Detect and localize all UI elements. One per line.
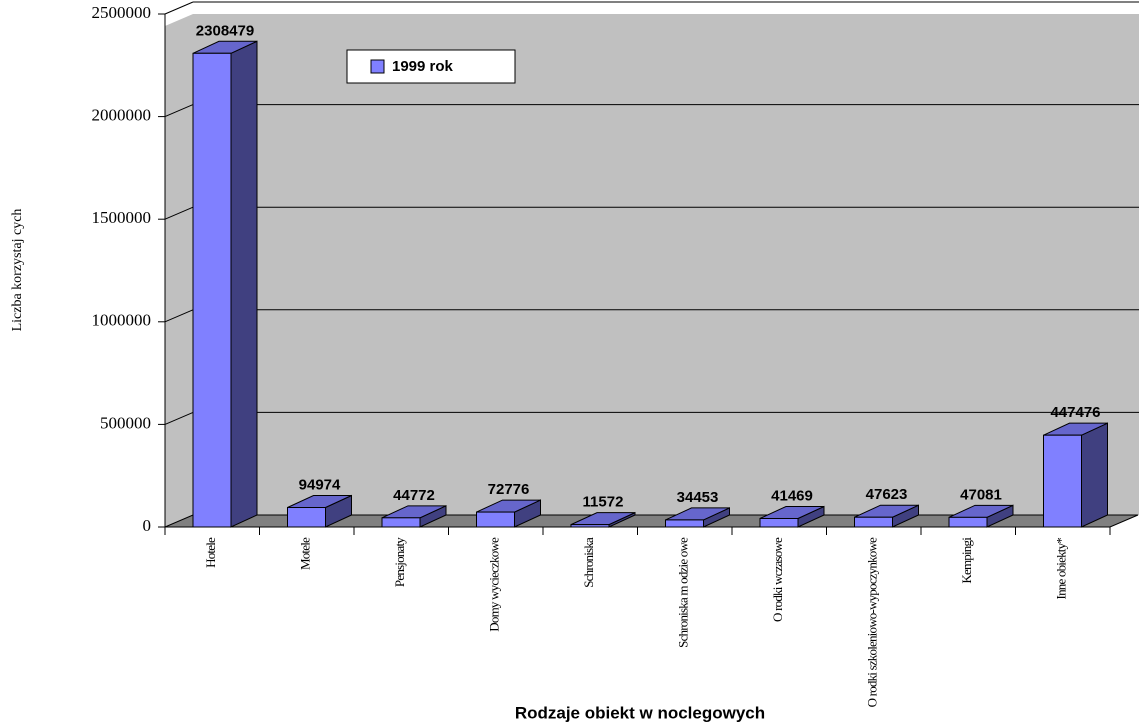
x-tick-label: O rodki szkoleniowo-wypoczynkowe	[865, 537, 880, 707]
legend-swatch	[370, 59, 385, 74]
bar-front	[854, 516, 893, 528]
value-label: 11572	[583, 494, 624, 511]
x-tick-label: Kempingi	[959, 537, 974, 584]
y-tick-label: 1000000	[92, 311, 152, 330]
y-tick-label: 0	[143, 516, 152, 535]
bar-front	[476, 511, 515, 528]
x-axis-label: Rodzaje obiekt w noclegowych	[515, 703, 765, 722]
bar	[476, 499, 541, 528]
x-tick-label: Inne obiekty*	[1054, 538, 1069, 600]
bar-side	[230, 40, 258, 528]
bar	[192, 40, 258, 528]
x-tick-label: Schroniska m odzie owe	[676, 537, 691, 648]
bar	[287, 494, 352, 528]
y-tick-label: 2500000	[92, 3, 152, 22]
grid-line	[164, 104, 194, 118]
x-tick-label: Pensjonaty	[392, 537, 407, 587]
grid-line	[164, 206, 194, 220]
x-tick-label: Hotele	[203, 537, 218, 568]
grid-line	[164, 309, 194, 323]
bar	[570, 511, 636, 528]
x-tick-label: Motele	[298, 537, 313, 570]
value-label: 47081	[960, 486, 1002, 503]
back-wall	[193, 14, 1139, 515]
bar-front	[381, 517, 421, 528]
bar-front	[948, 516, 988, 528]
bar-front	[665, 519, 704, 528]
bar	[948, 504, 1014, 528]
value-label: 47623	[866, 486, 908, 503]
y-tick-label: 2000000	[92, 106, 152, 125]
x-tick-label: O rodki wczasowe	[770, 537, 785, 622]
x-tick-label: Schroniska	[581, 537, 596, 588]
grid-line	[164, 1, 194, 15]
bar-front	[287, 507, 326, 528]
value-label: 2308479	[196, 22, 254, 39]
value-label: 94974	[299, 476, 341, 493]
bar	[1043, 422, 1108, 528]
side-wall	[165, 14, 193, 527]
legend-label: 1999 rok	[392, 58, 454, 75]
bar-front	[1043, 434, 1082, 528]
bar-side	[1081, 422, 1108, 528]
value-label: 34453	[677, 489, 719, 506]
bar	[381, 505, 447, 528]
y-axis-label: Liczba korzystaj cych	[10, 209, 25, 332]
bar-front	[759, 517, 799, 528]
y-tick-label: 1500000	[92, 208, 152, 227]
bar-front	[570, 524, 610, 528]
value-label: 41469	[771, 487, 813, 504]
value-label: 44772	[393, 487, 435, 504]
y-tick-label: 500000	[100, 413, 151, 432]
bar	[854, 504, 919, 528]
value-label: 72776	[488, 481, 530, 498]
grid-line	[164, 411, 194, 425]
x-tick-label: Domy wycieczkowe	[487, 537, 502, 632]
bar	[665, 507, 730, 528]
value-label: 447476	[1050, 404, 1100, 421]
bar-front	[192, 52, 232, 528]
bar	[759, 505, 825, 528]
